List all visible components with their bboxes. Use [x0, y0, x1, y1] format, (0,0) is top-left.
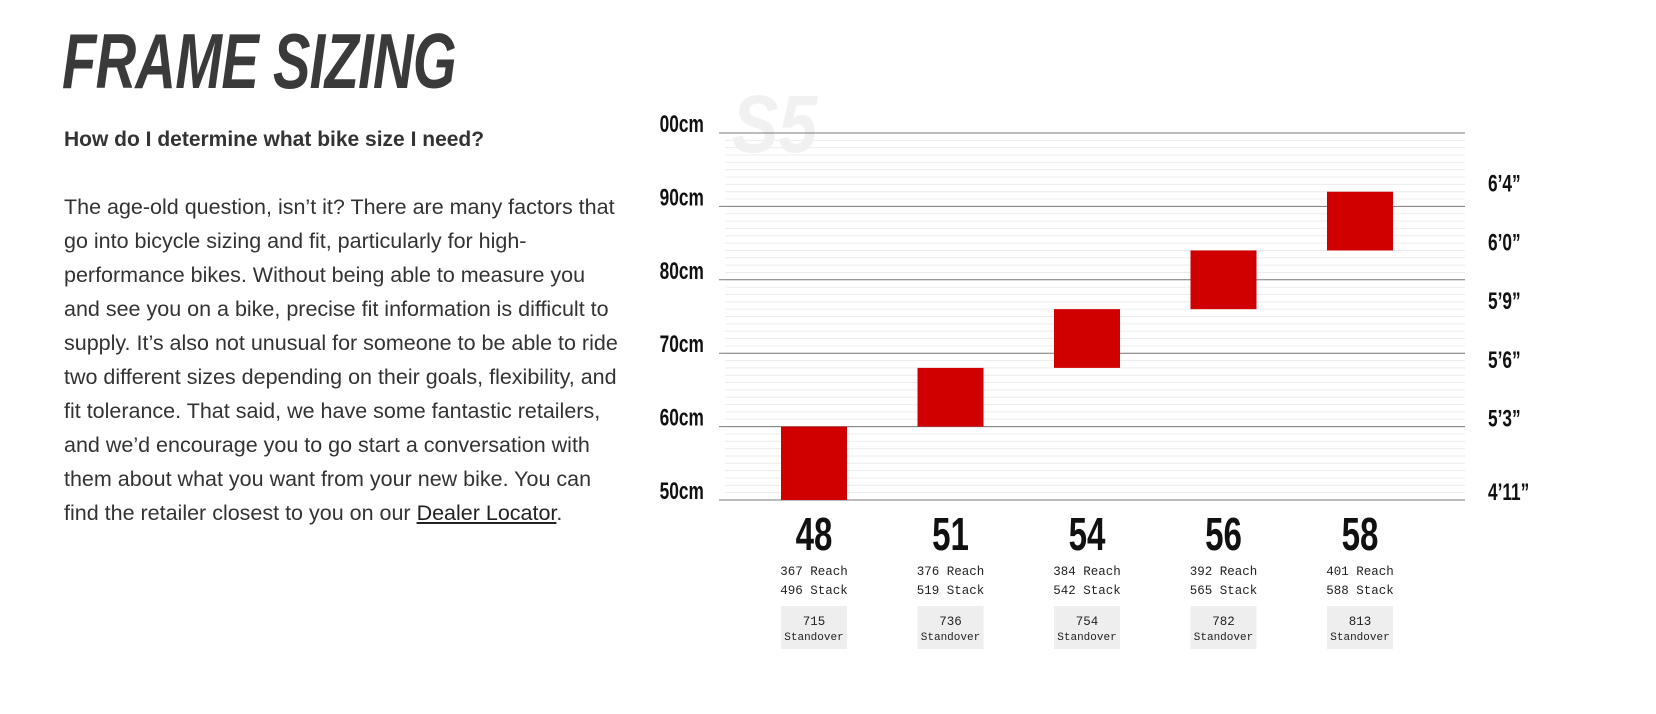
standover-box [1327, 606, 1393, 649]
cm-tick-label: 160cm [660, 405, 704, 431]
standover-label: Standover [1330, 632, 1389, 644]
reach-value: 392 Reach [1190, 565, 1258, 579]
description-trailing: . [556, 501, 563, 525]
size-bar-58 [1327, 191, 1393, 251]
ft-tick-label: 4’11” [1488, 479, 1529, 505]
stack-value: 496 Stack [780, 584, 848, 598]
ft-tick-label: 5’6” [1488, 347, 1521, 373]
size-label-54: 54 [1069, 510, 1106, 560]
standover-box [1190, 606, 1257, 649]
standover-value: 754 [1076, 615, 1099, 629]
cm-tick-label: 200cm [660, 111, 704, 137]
size-info-columns: 48 367 Reach 496 Stack 715 Standover 51 376 Re… [780, 510, 1394, 649]
ft-tick-label: 5’3” [1488, 406, 1521, 432]
size-label-48: 48 [796, 510, 833, 560]
ft-tick-label: 5’9” [1488, 289, 1521, 315]
page-title: FRAME SIZING [62, 17, 457, 105]
reach-value: 376 Reach [917, 565, 985, 579]
cm-tick-label: 150cm [660, 478, 704, 504]
size-label-58: 58 [1342, 510, 1379, 560]
cm-axis: 150cm 160cm 170cm 180cm 190cm 200cm [660, 111, 704, 504]
standover-label: Standover [1194, 632, 1253, 644]
cm-tick-label: 180cm [660, 258, 704, 284]
standover-box [781, 606, 847, 649]
stack-value: 542 Stack [1053, 584, 1121, 598]
standover-box [917, 606, 984, 649]
size-label-51: 51 [932, 510, 969, 560]
sizing-question: How do I determine what bike size I need… [64, 128, 485, 151]
standover-value: 782 [1212, 615, 1235, 629]
reach-value: 384 Reach [1053, 565, 1121, 579]
ft-axis: 4’11” 5’3” 5’6” 5’9” 6’0” 6’4” [1488, 171, 1529, 506]
chart-watermark: S5 [732, 79, 819, 171]
size-bar-51 [917, 367, 984, 427]
stack-value: 519 Stack [917, 584, 985, 598]
frame-size-chart: S5 150cm 160cm 170cm 180cm 190cm 200cm 4’11” 5… [660, 79, 1529, 649]
size-bar-56 [1190, 250, 1257, 310]
standover-value: 736 [939, 615, 962, 629]
standover-label: Standover [1057, 632, 1116, 644]
ft-tick-label: 6’4” [1488, 171, 1521, 197]
ft-tick-label: 6’0” [1488, 230, 1521, 256]
stack-value: 565 Stack [1190, 584, 1258, 598]
reach-value: 367 Reach [780, 565, 848, 579]
reach-value: 401 Reach [1326, 565, 1394, 579]
size-bar-48 [781, 426, 847, 500]
stack-value: 588 Stack [1326, 584, 1394, 598]
standover-label: Standover [784, 632, 843, 644]
description-text: The age-old question, isn’t it? There ar… [64, 195, 618, 525]
standover-label: Standover [921, 632, 980, 644]
standover-box [1054, 606, 1120, 649]
standover-value: 813 [1349, 615, 1372, 629]
size-bar-54 [1054, 309, 1120, 368]
cm-tick-label: 190cm [660, 185, 704, 211]
cm-tick-label: 170cm [660, 332, 704, 358]
standover-value: 715 [803, 615, 826, 629]
size-label-56: 56 [1205, 510, 1242, 560]
size-bars [781, 191, 1393, 500]
dealer-locator-link[interactable]: Dealer Locator [416, 501, 557, 525]
sizing-description: The age-old question, isn’t it? There ar… [64, 190, 624, 530]
